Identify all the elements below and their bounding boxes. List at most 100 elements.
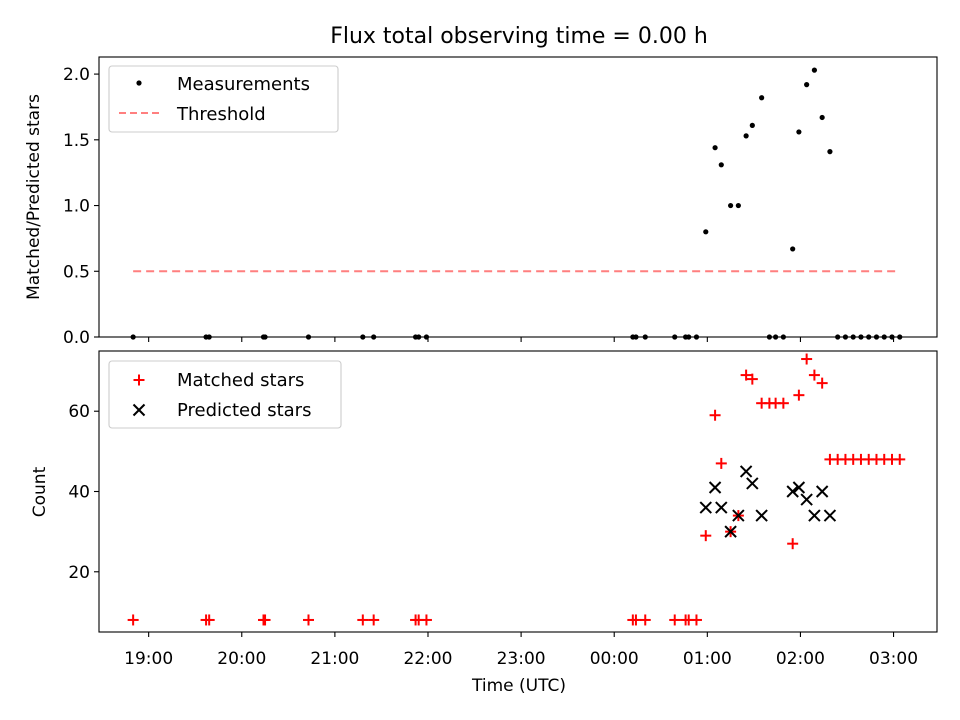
measurement-point <box>790 246 796 252</box>
measurement-point <box>766 334 773 340</box>
x-tick-label: 02:00 <box>776 649 825 669</box>
measurement-point <box>743 133 749 139</box>
matched-star-point <box>801 353 813 365</box>
matched-star-point <box>690 614 702 626</box>
legend-threshold-label: Threshold <box>176 104 266 125</box>
matched-star-point <box>203 614 215 626</box>
measurement-point <box>873 334 880 340</box>
matched-star-point <box>420 614 432 626</box>
measurement-point <box>633 334 639 340</box>
measurement-point <box>749 122 755 128</box>
measurement-point <box>850 334 856 340</box>
matched-star-point <box>368 614 380 626</box>
matched-star-point <box>669 614 681 626</box>
matched-star-point <box>808 369 820 381</box>
ratio-x-axis <box>148 337 895 342</box>
measurement-point <box>780 334 786 340</box>
ratio-legend-box <box>108 65 339 133</box>
matched-star-point <box>894 453 906 465</box>
count-y-tick-label: 20 <box>68 563 90 583</box>
predicted-star-point <box>786 485 799 498</box>
measurement-point <box>827 149 833 155</box>
measurement-point <box>371 334 377 340</box>
measurement-point <box>881 334 887 340</box>
measurement-point <box>728 202 734 209</box>
ratio-panel: 0.00.51.01.52.0 Matched/Predicted stars … <box>24 56 938 348</box>
matched-star-point <box>303 614 314 626</box>
measurement-point <box>819 114 825 121</box>
ratio-y-tick-label: 0.0 <box>63 328 90 348</box>
measurement-point <box>712 145 718 151</box>
measurement-point <box>811 67 818 73</box>
ratio-y-tick-label: 1.5 <box>63 131 90 151</box>
measurement-point <box>360 334 366 340</box>
measurement-point <box>889 334 895 340</box>
matched-star-point <box>777 397 789 409</box>
x-tick-label: 00:00 <box>590 649 639 669</box>
measurement-point <box>842 334 849 340</box>
predicted-star-point <box>823 509 837 522</box>
predicted-star-point <box>815 485 829 498</box>
matched-star-point <box>715 457 727 469</box>
count-x-axis: 19:00 20:00 21:00 22:00 23:00 00:00 01:00 02:00… <box>124 632 918 669</box>
x-tick-label: 20:00 <box>217 649 266 669</box>
matched-star-point <box>357 614 369 626</box>
legend-plus-glyph <box>133 374 145 386</box>
legend-predicted-marker <box>132 403 146 417</box>
ratio-y-axis-label: Matched/Predicted stars <box>24 94 44 300</box>
measurement-point <box>686 334 692 340</box>
measurement-point <box>416 334 422 340</box>
x-axis-label: Time (UTC) <box>471 676 566 696</box>
measurement-point <box>759 95 765 101</box>
measurement-point <box>642 334 648 340</box>
predicted-star-point <box>708 481 722 494</box>
measurement-point <box>897 334 903 340</box>
matched-star-point <box>746 373 758 385</box>
matched-star-point <box>787 538 799 550</box>
ratio-y-tick-label: 2.0 <box>63 65 90 85</box>
legend-predicted-label: Predicted stars <box>177 400 311 421</box>
measurement-point <box>305 334 312 340</box>
ratio-axes-frame <box>98 56 938 338</box>
predicted-star-point <box>724 525 737 538</box>
measurement-point <box>773 334 779 340</box>
predicted-star-point <box>792 481 806 494</box>
predicted-star-point <box>699 501 712 514</box>
predicted-star-point <box>808 509 821 522</box>
legend-measurements-label: Measurements <box>177 74 310 95</box>
predicted-star-point <box>800 493 813 506</box>
count-y-tick-label: 40 <box>68 483 90 503</box>
matched-star-point <box>639 614 651 626</box>
x-tick-label: 19:00 <box>124 649 173 669</box>
measurement-point <box>262 334 268 340</box>
measurement-point <box>804 82 810 88</box>
matched-star-point <box>709 409 721 421</box>
x-tick-label: 01:00 <box>683 649 732 669</box>
legend-matched-label: Matched stars <box>177 370 304 391</box>
measurement-point <box>858 334 864 340</box>
legend-matched-marker <box>133 374 145 386</box>
ratio-y-tick-label: 0.5 <box>63 262 90 282</box>
measurement-point <box>718 162 724 168</box>
measurement-point <box>866 334 872 340</box>
count-panel: 20 40 60 19:00 20:00 21:00 22:00 23:00 00:00 01:… <box>30 350 938 696</box>
predicted-star-point <box>732 509 745 522</box>
count-y-axis-label: Count <box>30 466 50 517</box>
count-legend: Matched stars Predicted stars <box>108 360 342 429</box>
count-y-axis: 20 40 60 <box>68 402 99 583</box>
x-tick-label: 23:00 <box>497 649 546 669</box>
measurement-point <box>423 334 430 340</box>
figure-title: Flux total observing time = 0.00 h <box>330 24 708 49</box>
measurement-point <box>672 334 678 340</box>
matched-star-point <box>630 614 642 626</box>
measurement-points <box>130 67 903 340</box>
measurement-point <box>206 334 212 340</box>
predicted-star-point <box>755 509 768 522</box>
predicted-star-point <box>715 501 728 514</box>
legend-measurements-marker <box>136 80 142 86</box>
count-points <box>127 353 906 626</box>
measurement-point <box>693 334 700 340</box>
predicted-star-point <box>739 465 753 478</box>
count-legend-box <box>108 360 342 429</box>
x-tick-label: 22:00 <box>403 649 452 669</box>
